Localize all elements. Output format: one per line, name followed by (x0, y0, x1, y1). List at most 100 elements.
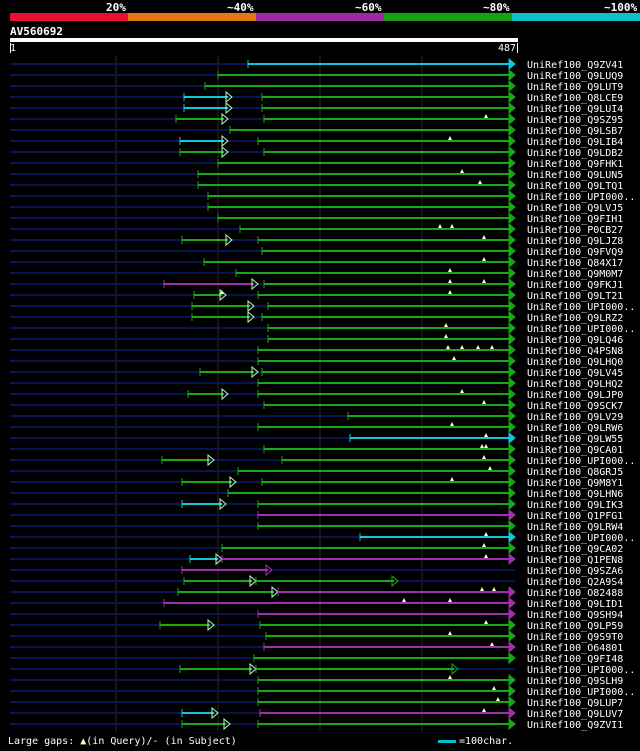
hit-row[interactable]: UniRef100_Q9LUQ9 (10, 68, 623, 82)
hit-name[interactable]: UniRef100_Q9SLH9 (527, 676, 623, 687)
hit-name[interactable]: UniRef100_UPI000.. (527, 533, 635, 544)
hit-name[interactable]: UniRef100_Q9LUQ9 (527, 71, 623, 82)
hit-row[interactable]: UniRef100_Q9LW55 (10, 431, 623, 445)
hit-name[interactable]: UniRef100_Q1PFG1 (527, 511, 623, 522)
hit-row[interactable]: UniRef100_Q9FIH1 (10, 211, 623, 225)
hit-name[interactable]: UniRef100_Q9LDB2 (527, 148, 623, 159)
hit-name[interactable]: UniRef100_UPI000.. (527, 665, 635, 676)
hit-name[interactable]: UniRef100_Q9FVQ9 (527, 247, 623, 258)
hit-name[interactable]: UniRef100_Q9LW55 (527, 434, 623, 445)
hit-row[interactable]: UniRef100_Q9LDB2 (10, 145, 623, 159)
hit-row[interactable]: UniRef100_Q9LQ46 (10, 332, 623, 346)
hit-name[interactable]: UniRef100_UPI000.. (527, 192, 635, 203)
hit-name[interactable]: UniRef100_Q84X17 (527, 258, 623, 269)
hit-row[interactable]: UniRef100_Q9LV29 (10, 409, 623, 423)
hit-name[interactable]: UniRef100_Q9M0M7 (527, 269, 623, 280)
hit-name[interactable]: UniRef100_UPI000.. (527, 324, 635, 335)
hit-row[interactable]: UniRef100_Q9LT21 (10, 288, 623, 302)
hit-name[interactable]: UniRef100_Q9LUI4 (527, 104, 623, 115)
hit-row[interactable]: UniRef100_Q9LJP0 (10, 387, 623, 401)
hit-name[interactable]: UniRef100_Q9FIH1 (527, 214, 623, 225)
hit-name[interactable]: UniRef100_Q9LQ46 (527, 335, 623, 346)
hit-row[interactable]: UniRef100_Q9ZVI1 (10, 717, 623, 731)
hit-name[interactable]: UniRef100_Q9LUP7 (527, 698, 623, 709)
hit-row[interactable]: UniRef100_O64801 (10, 640, 623, 654)
hit-name[interactable]: UniRef100_Q9LIB4 (527, 137, 623, 148)
hit-name[interactable]: UniRef100_Q9LUV7 (527, 709, 623, 720)
hit-row[interactable]: UniRef100_Q9FHK1 (10, 156, 623, 170)
hit-row[interactable]: UniRef100_UPI000.. (10, 453, 635, 467)
hit-name[interactable]: UniRef100_Q9LSB7 (527, 126, 623, 137)
hit-name[interactable]: UniRef100_Q9LUN5 (527, 170, 623, 181)
hit-name[interactable]: UniRef100_Q9FHK1 (527, 159, 623, 170)
hit-row[interactable]: UniRef100_P0CB27 (10, 222, 623, 236)
hit-row[interactable]: UniRef100_Q9LHQ0 (10, 354, 623, 368)
hit-row[interactable]: UniRef100_Q9LVJ5 (10, 200, 623, 214)
hit-name[interactable]: UniRef100_O64801 (527, 643, 623, 654)
hit-row[interactable]: UniRef100_Q8GRJ5 (10, 464, 623, 478)
hit-row[interactable]: UniRef100_Q1PFG1 (10, 508, 623, 522)
hit-row[interactable]: UniRef100_Q9S9T0 (10, 629, 623, 643)
hit-row[interactable]: UniRef100_UPI000.. (10, 530, 635, 544)
hit-name[interactable]: UniRef100_Q9LV45 (527, 368, 623, 379)
hit-row[interactable]: UniRef100_Q9LP59 (10, 618, 623, 632)
hit-row[interactable]: UniRef100_Q9LV45 (10, 365, 623, 379)
hit-row[interactable]: UniRef100_Q9FVQ9 (10, 244, 623, 258)
hit-name[interactable]: UniRef100_UPI000.. (527, 456, 635, 467)
hit-row[interactable]: UniRef100_Q9SZ95 (10, 112, 623, 126)
hit-row[interactable]: UniRef100_UPI000.. (10, 321, 635, 335)
hit-row[interactable]: UniRef100_Q2A9S4 (10, 574, 623, 588)
hit-row[interactable]: UniRef100_Q9LID1 (10, 596, 623, 610)
hit-row[interactable]: UniRef100_Q9LRZ2 (10, 310, 623, 324)
hit-name[interactable]: UniRef100_Q9LTQ1 (527, 181, 623, 192)
hit-row[interactable]: UniRef100_Q9LJZ8 (10, 233, 623, 247)
hit-name[interactable]: UniRef100_Q9LJP0 (527, 390, 623, 401)
hit-row[interactable]: UniRef100_Q9LUP7 (10, 695, 623, 709)
hit-row[interactable]: UniRef100_Q9SLH9 (10, 673, 623, 687)
hit-row[interactable]: UniRef100_Q8LCE9 (10, 90, 623, 104)
hit-row[interactable]: UniRef100_Q9LUN5 (10, 167, 623, 181)
hit-row[interactable]: UniRef100_UPI000.. (10, 189, 635, 203)
hit-row[interactable]: UniRef100_Q9LIK3 (10, 497, 623, 511)
hit-name[interactable]: UniRef100_Q9SZA6 (527, 566, 623, 577)
hit-row[interactable]: UniRef100_Q4PSN8 (10, 343, 623, 357)
hit-row[interactable]: UniRef100_Q1PEN8 (10, 552, 623, 566)
hit-name[interactable]: UniRef100_Q9SH94 (527, 610, 623, 621)
hit-row[interactable]: UniRef100_Q9CA01 (10, 442, 623, 456)
hit-row[interactable]: UniRef100_Q9FI48 (10, 651, 623, 665)
hit-name[interactable]: UniRef100_Q9LHN6 (527, 489, 623, 500)
hit-name[interactable]: UniRef100_Q9LHQ2 (527, 379, 623, 390)
hit-row[interactable]: UniRef100_Q9LIB4 (10, 134, 623, 148)
hit-name[interactable]: UniRef100_Q8LCE9 (527, 93, 623, 104)
hit-row[interactable]: UniRef100_Q9M8Y1 (10, 475, 623, 489)
hit-name[interactable]: UniRef100_Q9SZ95 (527, 115, 623, 126)
hit-name[interactable]: UniRef100_Q9CA02 (527, 544, 623, 555)
hit-name[interactable]: UniRef100_Q9LP59 (527, 621, 623, 632)
hit-row[interactable]: UniRef100_UPI000.. (10, 662, 635, 676)
hit-name[interactable]: UniRef100_Q9LIK3 (527, 500, 623, 511)
hit-row[interactable]: UniRef100_Q9LRW4 (10, 519, 623, 533)
hit-row[interactable]: UniRef100_Q9LUI4 (10, 101, 623, 115)
hit-name[interactable]: UniRef100_Q4PSN8 (527, 346, 623, 357)
hit-name[interactable]: UniRef100_Q9SCK7 (527, 401, 623, 412)
hit-name[interactable]: UniRef100_Q1PEN8 (527, 555, 623, 566)
hit-name[interactable]: UniRef100_Q8GRJ5 (527, 467, 623, 478)
hit-row[interactable]: UniRef100_Q9LHQ2 (10, 376, 623, 390)
hit-row[interactable]: UniRef100_Q84X17 (10, 255, 623, 269)
hit-name[interactable]: UniRef100_Q2A9S4 (527, 577, 623, 588)
hit-name[interactable]: UniRef100_Q9LJZ8 (527, 236, 623, 247)
hit-row[interactable]: UniRef100_Q9SZA6 (10, 563, 623, 577)
hit-name[interactable]: UniRef100_Q9CA01 (527, 445, 623, 456)
hit-name[interactable]: UniRef100_Q9ZV41 (527, 60, 623, 71)
hit-name[interactable]: UniRef100_Q9LT21 (527, 291, 623, 302)
hit-name[interactable]: UniRef100_Q9LRZ2 (527, 313, 623, 324)
hit-row[interactable]: UniRef100_Q9M0M7 (10, 266, 623, 280)
hit-name[interactable]: UniRef100_Q9LVJ5 (527, 203, 623, 214)
hit-row[interactable]: UniRef100_Q9ZV41 (10, 57, 623, 71)
hit-row[interactable]: UniRef100_Q9CA02 (10, 541, 623, 555)
hit-name[interactable]: UniRef100_Q9LUT9 (527, 82, 623, 93)
hit-row[interactable]: UniRef100_Q9LTQ1 (10, 178, 623, 192)
hit-row[interactable]: UniRef100_O82488 (10, 585, 623, 599)
hit-row[interactable]: UniRef100_Q9LUV7 (10, 706, 623, 720)
hit-name[interactable]: UniRef100_UPI000.. (527, 302, 635, 313)
